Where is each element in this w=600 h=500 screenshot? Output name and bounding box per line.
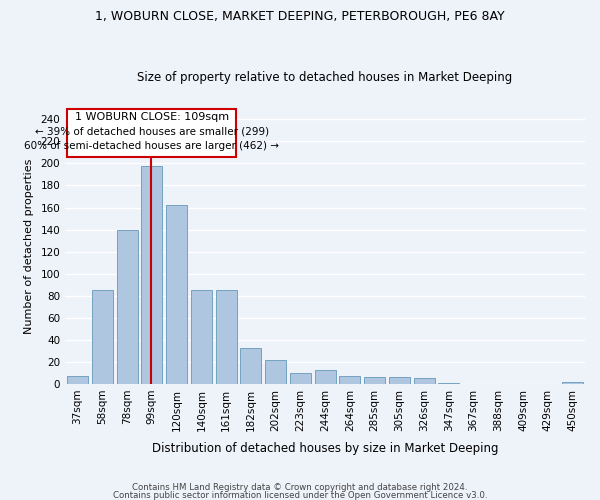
Bar [241, 348, 262, 384]
Bar [215, 290, 236, 384]
Text: Contains public sector information licensed under the Open Government Licence v3: Contains public sector information licen… [113, 490, 487, 500]
Bar [364, 378, 385, 384]
Bar [413, 378, 434, 384]
Text: ← 39% of detached houses are smaller (299): ← 39% of detached houses are smaller (29… [35, 126, 269, 136]
Text: Contains HM Land Registry data © Crown copyright and database right 2024.: Contains HM Land Registry data © Crown c… [132, 484, 468, 492]
Bar [67, 376, 88, 384]
Bar [191, 290, 212, 384]
Bar [290, 373, 311, 384]
Bar [265, 360, 286, 384]
Text: 60% of semi-detached houses are larger (462) →: 60% of semi-detached houses are larger (… [24, 141, 279, 151]
Bar [389, 378, 410, 384]
Bar [314, 370, 335, 384]
Bar [166, 206, 187, 384]
Bar [439, 383, 460, 384]
X-axis label: Distribution of detached houses by size in Market Deeping: Distribution of detached houses by size … [152, 442, 499, 455]
Y-axis label: Number of detached properties: Number of detached properties [23, 158, 34, 334]
Text: 1, WOBURN CLOSE, MARKET DEEPING, PETERBOROUGH, PE6 8AY: 1, WOBURN CLOSE, MARKET DEEPING, PETERBO… [95, 10, 505, 23]
FancyBboxPatch shape [67, 110, 236, 157]
Bar [562, 382, 583, 384]
Title: Size of property relative to detached houses in Market Deeping: Size of property relative to detached ho… [137, 70, 513, 84]
Bar [142, 166, 163, 384]
Bar [340, 376, 361, 384]
Text: 1 WOBURN CLOSE: 109sqm: 1 WOBURN CLOSE: 109sqm [74, 112, 229, 122]
Bar [92, 290, 113, 384]
Bar [116, 230, 137, 384]
